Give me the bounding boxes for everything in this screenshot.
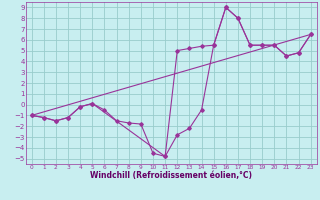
X-axis label: Windchill (Refroidissement éolien,°C): Windchill (Refroidissement éolien,°C): [90, 171, 252, 180]
